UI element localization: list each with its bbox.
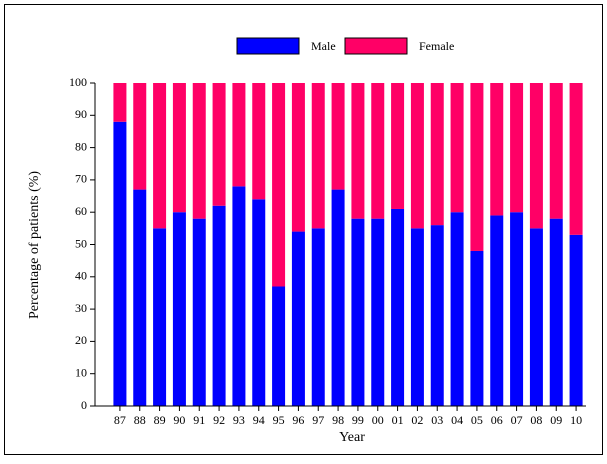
x-tick-label: 06 — [491, 413, 503, 427]
bar — [311, 228, 325, 406]
x-axis-title: Year — [339, 430, 365, 445]
bar — [569, 83, 583, 235]
bar — [391, 208, 405, 406]
bar — [490, 83, 504, 216]
x-tick-label: 95 — [273, 413, 285, 427]
bar — [430, 83, 444, 226]
frame — [4, 4, 603, 455]
bar — [549, 83, 563, 219]
bar — [192, 218, 206, 406]
bar — [192, 83, 206, 219]
bar — [232, 186, 246, 406]
x-tick-label: 98 — [332, 413, 344, 427]
bar — [331, 83, 345, 190]
bar — [172, 83, 186, 213]
y-tick-label: 90 — [75, 107, 87, 121]
bar — [410, 228, 424, 406]
x-tick-label: 99 — [352, 413, 364, 427]
y-tick-label: 10 — [75, 365, 87, 379]
y-tick-label: 0 — [81, 398, 87, 412]
y-tick-label: 100 — [69, 75, 87, 89]
y-tick-label: 40 — [75, 269, 87, 283]
bar — [391, 83, 405, 209]
bar — [470, 250, 484, 406]
bar — [113, 121, 127, 406]
x-tick-label: 96 — [292, 413, 304, 427]
x-tick-label: 87 — [114, 413, 126, 427]
bar — [371, 218, 385, 406]
bar — [113, 83, 127, 122]
bar — [291, 83, 305, 232]
bar — [351, 218, 365, 406]
bar — [272, 83, 286, 287]
y-axis-title: Percentage of patients (%) — [27, 171, 42, 319]
bar — [510, 212, 524, 406]
x-tick-label: 04 — [451, 413, 463, 427]
x-tick-label: 02 — [411, 413, 423, 427]
bar — [212, 83, 226, 206]
bar — [153, 228, 167, 406]
y-tick-label: 80 — [75, 139, 87, 153]
x-tick-label: 88 — [134, 413, 146, 427]
bar — [252, 199, 266, 406]
bar — [252, 83, 266, 200]
x-tick-label: 01 — [392, 413, 404, 427]
bar — [470, 83, 484, 251]
bar — [529, 228, 543, 406]
bar — [331, 189, 345, 406]
bar — [291, 231, 305, 406]
x-tick-label: 08 — [530, 413, 542, 427]
legend-swatch — [236, 37, 300, 55]
x-tick-label: 94 — [253, 413, 265, 427]
y-tick-label: 20 — [75, 333, 87, 347]
bar — [430, 225, 444, 406]
x-tick-label: 91 — [193, 413, 205, 427]
bar — [153, 83, 167, 229]
bar — [529, 83, 543, 229]
bar — [490, 215, 504, 406]
x-tick-label: 05 — [471, 413, 483, 427]
y-tick-label: 60 — [75, 204, 87, 218]
x-tick-label: 92 — [213, 413, 225, 427]
bar — [232, 83, 246, 187]
y-tick-label: 50 — [75, 236, 87, 250]
x-tick-label: 89 — [154, 413, 166, 427]
bar — [272, 286, 286, 406]
legend-label: Female — [419, 39, 454, 53]
bar — [450, 83, 464, 213]
bar — [311, 83, 325, 229]
x-tick-label: 03 — [431, 413, 443, 427]
bar — [450, 212, 464, 406]
legend-swatch — [344, 37, 408, 55]
bar — [569, 234, 583, 406]
x-tick-label: 10 — [570, 413, 582, 427]
legend-label: Male — [311, 39, 336, 53]
x-tick-label: 90 — [173, 413, 185, 427]
bar — [351, 83, 365, 219]
x-tick-label: 09 — [550, 413, 562, 427]
bar — [172, 212, 186, 406]
bar — [212, 205, 226, 406]
y-tick-label: 70 — [75, 172, 87, 186]
y-tick-label: 30 — [75, 301, 87, 315]
bar — [549, 218, 563, 406]
x-tick-label: 00 — [372, 413, 384, 427]
bar — [133, 83, 147, 190]
x-tick-label: 07 — [511, 413, 523, 427]
bar — [133, 189, 147, 406]
x-tick-label: 93 — [233, 413, 245, 427]
bar — [510, 83, 524, 213]
x-tick-label: 97 — [312, 413, 324, 427]
bar — [410, 83, 424, 229]
bar — [371, 83, 385, 219]
